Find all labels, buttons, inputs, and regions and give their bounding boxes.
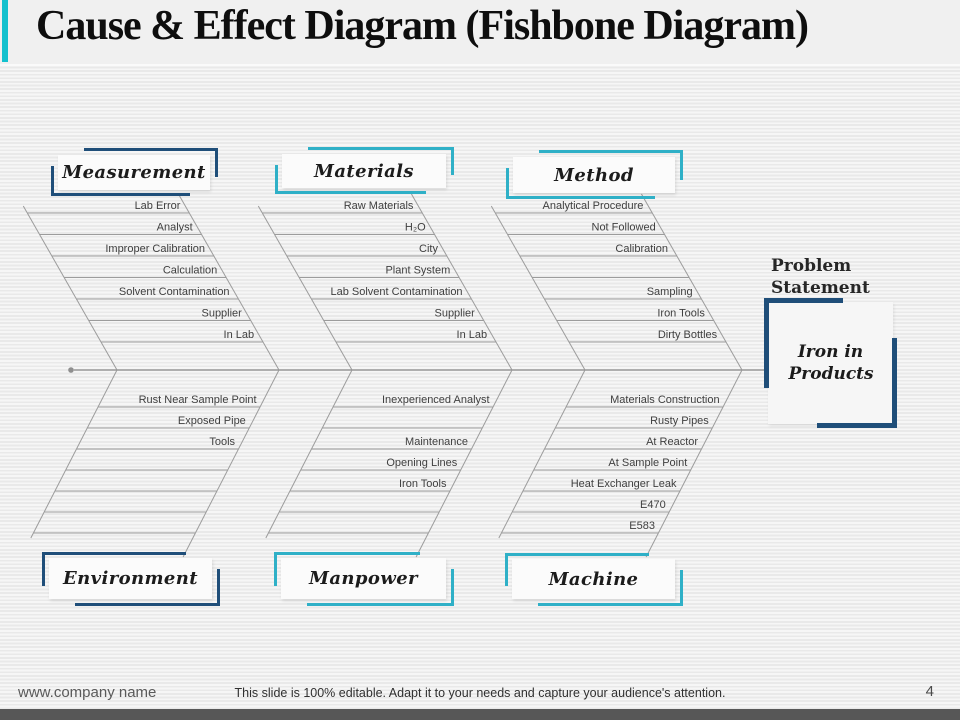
cause-label: Not Followed — [592, 222, 656, 234]
slide-title: Cause & Effect Diagram (Fishbone Diagram… — [36, 3, 809, 49]
rib-line — [645, 369, 743, 558]
cause-label: Analytical Procedure — [543, 200, 644, 212]
cause-label: Iron Tools — [657, 308, 705, 320]
category-label: Method — [554, 164, 634, 186]
cause-label: Maintenance — [405, 436, 468, 448]
category-box-manpower[interactable]: Manpower — [274, 552, 454, 606]
footer-note: This slide is 100% editable. Adapt it to… — [234, 686, 726, 700]
cause-label: Analyst — [157, 222, 193, 234]
cause-label: Heat Exchanger Leak — [571, 478, 677, 490]
category-label: Machine — [548, 568, 639, 590]
rib-line — [257, 205, 353, 371]
cause-label: Supplier — [434, 308, 475, 320]
cause-label: Materials Construction — [610, 394, 719, 406]
category-label: Measurement — [62, 162, 206, 183]
cause-label: Opening Lines — [386, 457, 457, 469]
spine-dot — [68, 367, 74, 373]
rib-line — [265, 369, 353, 539]
cause-label: Calibration — [615, 243, 668, 255]
cause-label: At Reactor — [646, 436, 698, 448]
problem-statement-box[interactable]: Iron in Products — [764, 298, 897, 428]
rib-line — [30, 369, 118, 539]
cause-label: E470 — [640, 499, 666, 511]
cause-label: E583 — [629, 520, 655, 532]
cause-label: Plant System — [385, 265, 450, 277]
cause-label: Exposed Pipe — [178, 415, 246, 427]
cause-label: In Lab — [224, 329, 255, 341]
rib-line — [490, 205, 586, 371]
cause-label: Lab Solvent Contamination — [330, 286, 462, 298]
problem-statement-heading: Problem Statement — [771, 256, 870, 298]
cause-label: Improper Calibration — [105, 243, 205, 255]
category-box-measurement[interactable]: Measurement — [51, 148, 218, 196]
cause-label: Iron Tools — [399, 478, 447, 490]
rib-line — [182, 369, 280, 558]
title-accent-bar — [2, 0, 8, 62]
problem-statement-text: Iron in Products — [788, 342, 874, 384]
footer-bar — [0, 709, 960, 720]
category-box-environment[interactable]: Environment — [42, 552, 220, 606]
cause-label: In Lab — [457, 329, 488, 341]
cause-label: H₂O — [405, 222, 426, 234]
rib-line — [498, 369, 586, 539]
cause-label: Tools — [209, 436, 235, 448]
category-label: Manpower — [309, 568, 418, 589]
cause-label: Dirty Bottles — [658, 329, 718, 341]
category-box-materials[interactable]: Materials — [275, 147, 454, 194]
footer-website[interactable]: www.company name — [18, 684, 157, 701]
page-number: 4 — [925, 683, 934, 700]
category-box-method[interactable]: Method — [506, 150, 683, 199]
cause-label: Raw Materials — [344, 200, 414, 212]
cause-label: Lab Error — [135, 200, 181, 212]
rib-line — [415, 369, 513, 558]
rib-line — [410, 193, 513, 371]
cause-label: Rust Near Sample Point — [139, 394, 257, 406]
rib-line — [22, 205, 118, 371]
cause-label: City — [419, 243, 438, 255]
rib-line — [177, 193, 280, 371]
cause-label: Inexperienced Analyst — [382, 394, 490, 406]
category-label: Environment — [63, 568, 198, 589]
cause-label: Solvent Contamination — [119, 286, 230, 298]
cause-label: Supplier — [201, 308, 242, 320]
rib-line — [640, 193, 743, 371]
cause-label: Rusty Pipes — [650, 415, 709, 427]
cause-label: Sampling — [647, 286, 693, 298]
cause-label: At Sample Point — [608, 457, 687, 469]
category-box-machine[interactable]: Machine — [505, 553, 683, 606]
category-label: Materials — [314, 160, 414, 182]
cause-label: Calculation — [163, 265, 217, 277]
title-band: Cause & Effect Diagram (Fishbone Diagram… — [0, 0, 960, 66]
